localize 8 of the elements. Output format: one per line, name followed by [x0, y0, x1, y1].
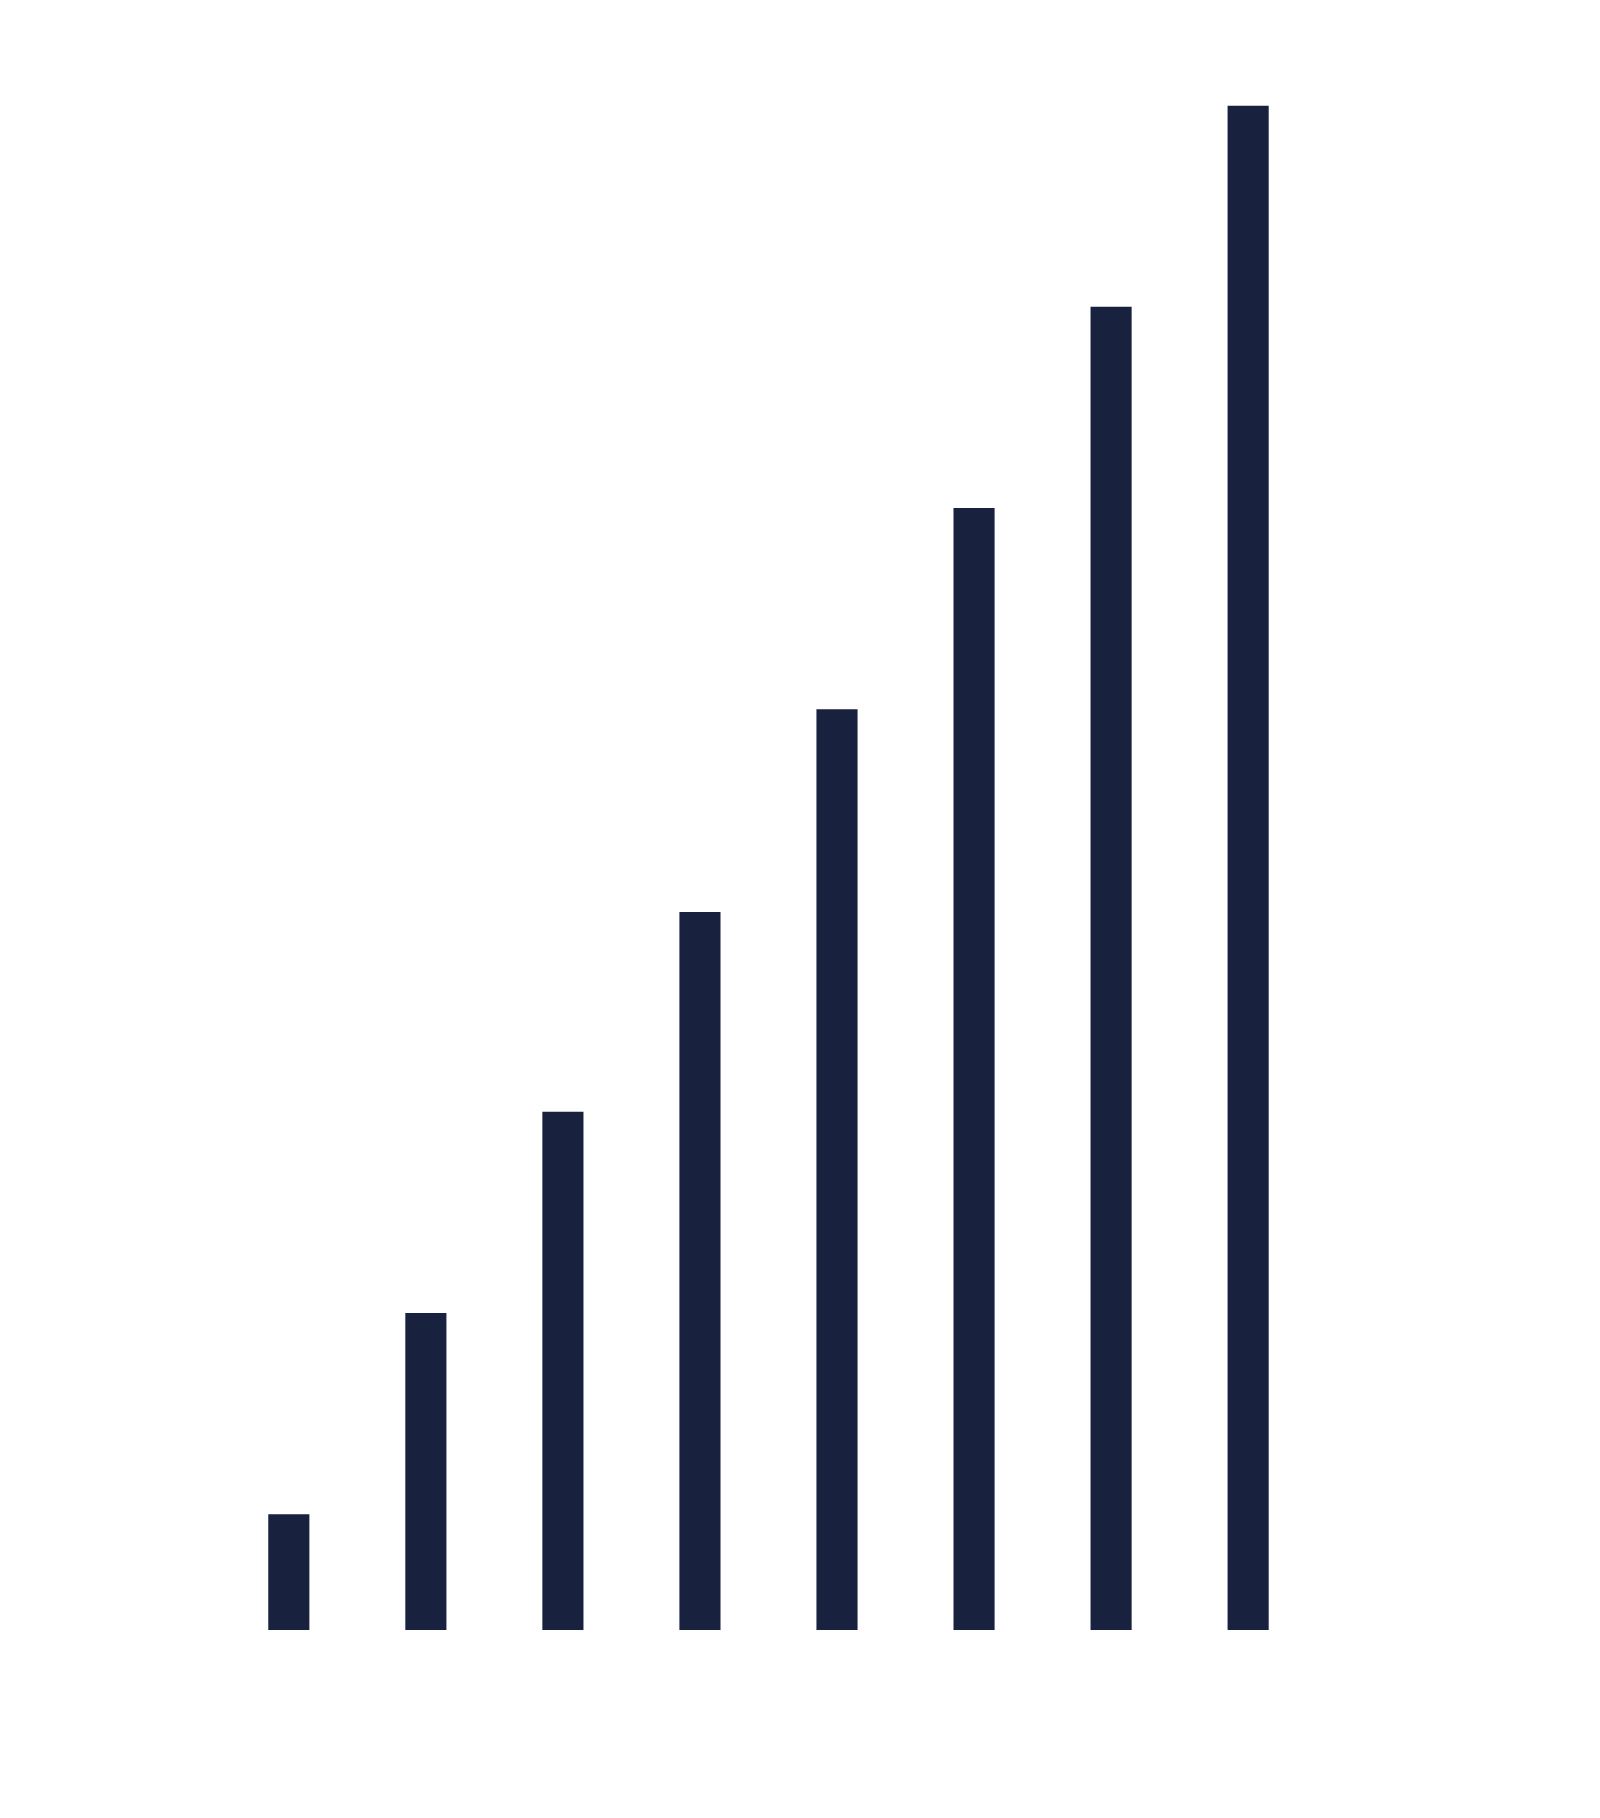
bar [405, 1312, 447, 1631]
bar [542, 1111, 584, 1631]
bar [1227, 105, 1269, 1631]
bar [268, 1514, 310, 1631]
bar [816, 709, 858, 1631]
bar [953, 507, 995, 1631]
bar [1090, 306, 1132, 1631]
bar [679, 911, 721, 1631]
